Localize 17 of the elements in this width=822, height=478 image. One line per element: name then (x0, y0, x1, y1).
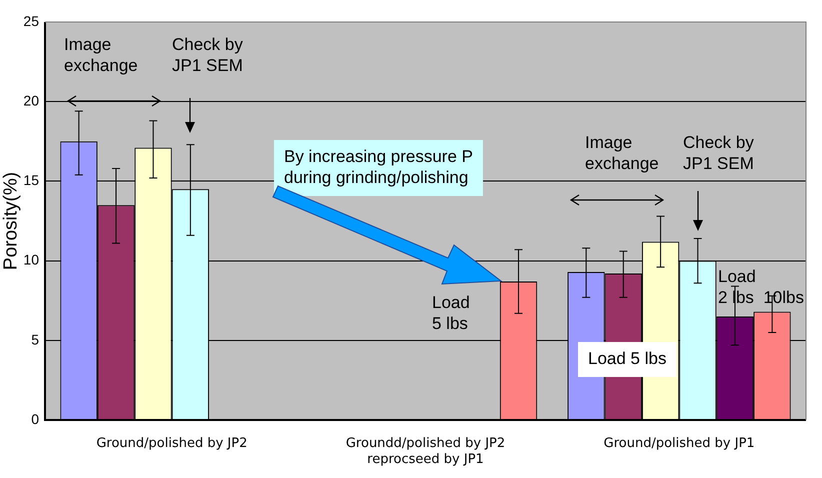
annotation: Check by JP1 SEM (172, 35, 244, 75)
y-tick-label: 5 (31, 331, 40, 348)
annotation: Load 5 lbs (588, 349, 666, 368)
y-tick-label: 15 (23, 172, 40, 188)
annotation: Image exchange (585, 133, 659, 173)
y-tick-label: 0 (31, 410, 40, 427)
annotation: By increasing pressure P during grinding/polishing (284, 147, 473, 187)
y-tick-label: 10 (23, 252, 40, 268)
y-axis-title: Porosity(%) (0, 172, 22, 270)
y-tick-label: 20 (23, 92, 40, 108)
x-tick-label: Ground/polished by JP2 (96, 436, 248, 452)
x-tick-label: Groundd/polished by JP2 reprocseed by JP1 (346, 436, 506, 467)
annotation: Load 5 lbs (432, 293, 470, 333)
x-tick-label: Ground/polished by JP1 (604, 436, 755, 452)
annotation: Check by JP1 SEM (683, 133, 754, 173)
y-tick-label: 25 (23, 12, 40, 29)
annotation: Image exchange (64, 35, 138, 75)
